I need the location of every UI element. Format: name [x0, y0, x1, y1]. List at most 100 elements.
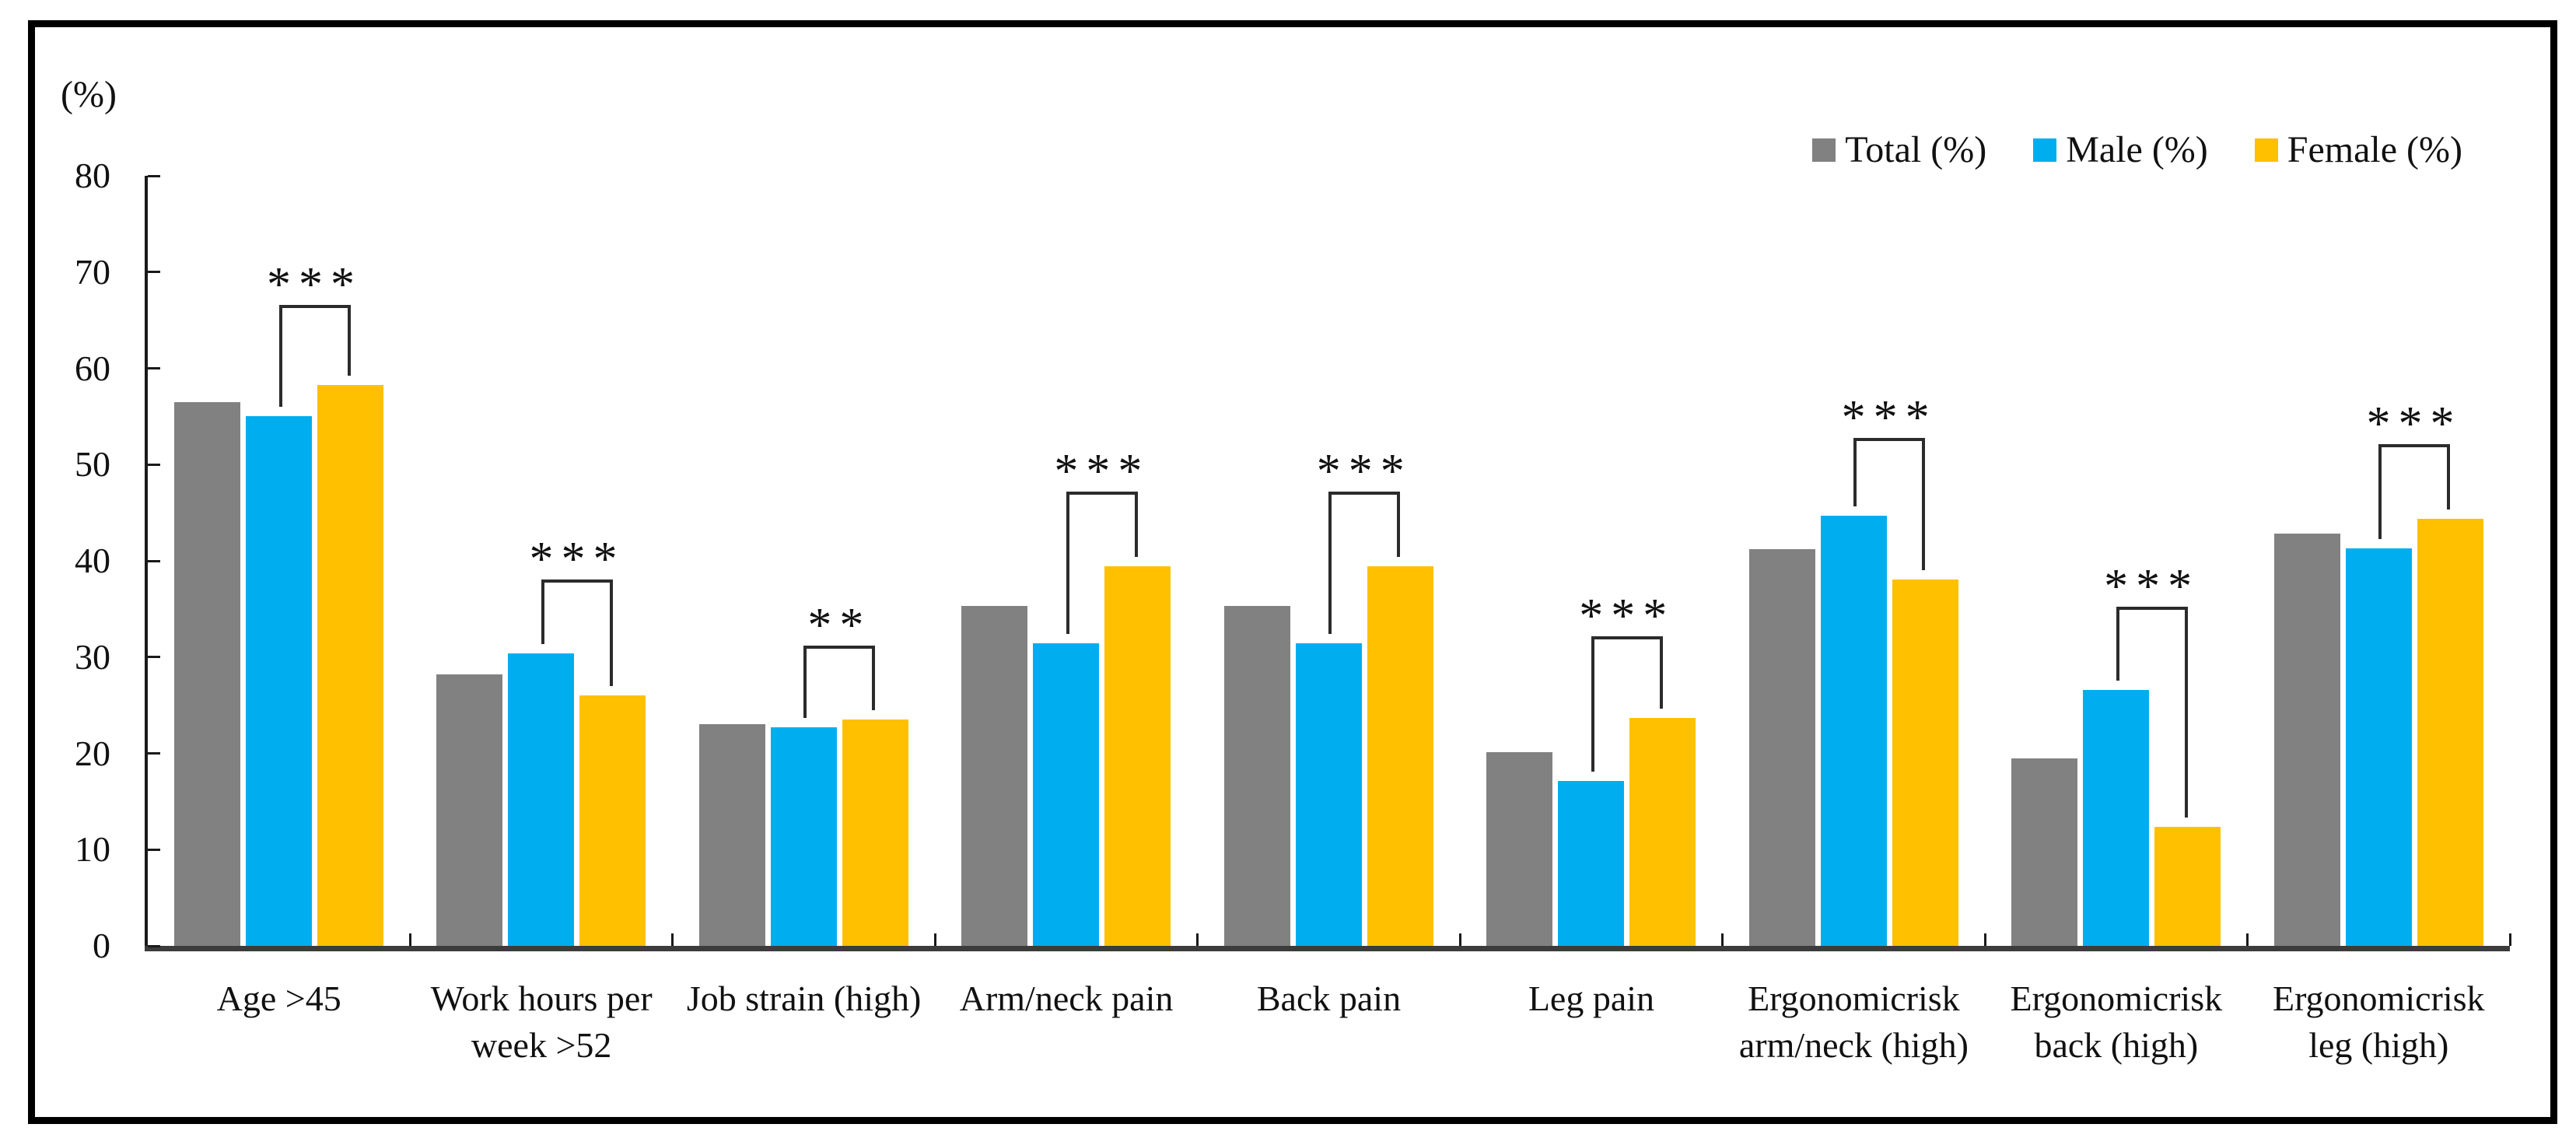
category-label-line: Work hours per — [430, 979, 653, 1018]
significance-stars: *** — [2104, 560, 2200, 614]
bar-cluster — [2011, 689, 2221, 946]
bar-female — [317, 384, 383, 946]
legend-label-female: Female (%) — [2287, 129, 2462, 170]
y-tick-label: 20 — [75, 733, 110, 773]
bar-total — [2011, 758, 2078, 946]
legend: Total (%) Male (%) Female (%) — [1812, 128, 2462, 171]
x-tick — [1721, 933, 1724, 946]
significance-bracket-line — [278, 304, 351, 308]
bar-female — [842, 720, 908, 946]
bar-male — [1295, 643, 1362, 946]
bar-cluster — [1486, 717, 1696, 946]
significance-bracket-left — [1066, 491, 1069, 635]
category-label-line: back (high) — [2034, 1025, 2199, 1065]
category-label: Leg pain — [1429, 975, 1753, 1022]
plot-area: 0 10 20 30 40 50 60 70 80 Age >45 Work hours per we… — [75, 156, 2511, 1065]
bar-total — [174, 401, 240, 946]
category-label-line: Age >45 — [216, 979, 341, 1018]
category-group — [148, 176, 410, 946]
category-label-line: Ergonomicrisk — [2272, 979, 2485, 1018]
category-label-line: Ergonomicrisk — [2010, 979, 2223, 1018]
y-tick-label: 60 — [75, 348, 110, 388]
category-group — [1460, 176, 1722, 946]
significance-bracket-right — [609, 579, 613, 687]
category-label-line: Back pain — [1256, 979, 1402, 1018]
significance-bracket-line — [541, 579, 613, 583]
bar-female — [1629, 717, 1696, 946]
category-label-line: leg (high) — [2308, 1025, 2449, 1065]
x-axis-line — [145, 946, 2510, 951]
y-tick-label: 40 — [75, 541, 110, 580]
bar-female — [2154, 826, 2221, 946]
category-label-line: Ergonomicrisk — [1748, 979, 1960, 1018]
category-label: Ergonomicrisk back (high) — [1954, 975, 2278, 1069]
y-tick — [148, 944, 160, 947]
significance-bracket-right — [1922, 437, 1926, 570]
x-tick — [1458, 933, 1461, 946]
category-group — [410, 176, 672, 946]
legend-swatch-male-icon — [2033, 138, 2057, 162]
y-tick — [148, 271, 160, 274]
bar-cluster — [698, 720, 908, 946]
x-tick — [2508, 933, 2511, 946]
legend-label-male: Male (%) — [2066, 129, 2208, 170]
significance-bracket-left — [1853, 437, 1857, 506]
significance-bracket-left — [541, 579, 544, 644]
category-label: Job strain (high) — [642, 975, 966, 1022]
y-tick — [148, 848, 160, 851]
y-tick-label: 10 — [75, 829, 110, 870]
y-axis-line — [145, 176, 148, 951]
bar-cluster — [436, 653, 646, 946]
chart-border-frame — [28, 20, 2557, 1124]
bar-male — [246, 416, 312, 946]
significance-bracket-right — [2184, 607, 2188, 818]
category-group — [1198, 176, 1460, 946]
bar-total — [2273, 534, 2340, 946]
significance-bracket-right — [347, 304, 351, 376]
significance-bracket-left — [1591, 636, 1594, 772]
category-label-line: week >52 — [471, 1025, 612, 1065]
bar-female — [1104, 566, 1171, 946]
significance-stars: *** — [2366, 397, 2462, 451]
bar-cluster — [961, 566, 1171, 946]
legend-swatch-female-icon — [2254, 138, 2278, 162]
bar-male — [2083, 689, 2150, 946]
significance-stars: *** — [1841, 390, 1937, 444]
category-group — [2248, 176, 2510, 946]
bar-total — [1748, 549, 1815, 946]
bar-female — [1892, 579, 1958, 946]
significance-stars: *** — [529, 532, 625, 586]
bar-female — [2417, 518, 2483, 946]
category-label: Age >45 — [117, 975, 441, 1022]
bar-male — [1558, 781, 1625, 946]
significance-bracket-line — [1591, 636, 1663, 639]
category-label: Ergonomicrisk arm/neck (high) — [1692, 975, 2016, 1069]
bar-cluster — [174, 384, 383, 946]
y-tick-label: 0 — [93, 926, 110, 965]
bar-female — [579, 695, 646, 946]
significance-bracket-line — [2116, 607, 2188, 611]
significance-bracket-left — [2116, 607, 2119, 681]
significance-bracket-right — [872, 645, 876, 711]
significance-bracket-line — [1066, 491, 1138, 495]
bar-total — [1223, 606, 1290, 946]
y-tick-label: 30 — [75, 636, 110, 677]
significance-bracket-right — [1134, 491, 1138, 558]
bar-male — [1820, 515, 1887, 946]
category-label-line: Arm/neck pain — [959, 979, 1174, 1018]
category-label: Arm/neck pain — [904, 975, 1228, 1022]
legend-item-male: Male (%) — [2033, 128, 2208, 171]
bar-total — [961, 606, 1028, 946]
significance-bracket-line — [2378, 444, 2451, 448]
category-group — [1985, 176, 2247, 946]
significance-stars: *** — [1316, 444, 1412, 498]
y-tick-label: 70 — [75, 251, 110, 292]
y-tick — [148, 559, 160, 562]
significance-bracket-right — [2447, 444, 2451, 509]
legend-swatch-total-icon — [1812, 138, 1836, 162]
category-group — [1723, 176, 1985, 946]
significance-bracket-line — [803, 645, 876, 649]
significance-stars: *** — [1054, 444, 1150, 498]
legend-item-female: Female (%) — [2254, 128, 2462, 171]
